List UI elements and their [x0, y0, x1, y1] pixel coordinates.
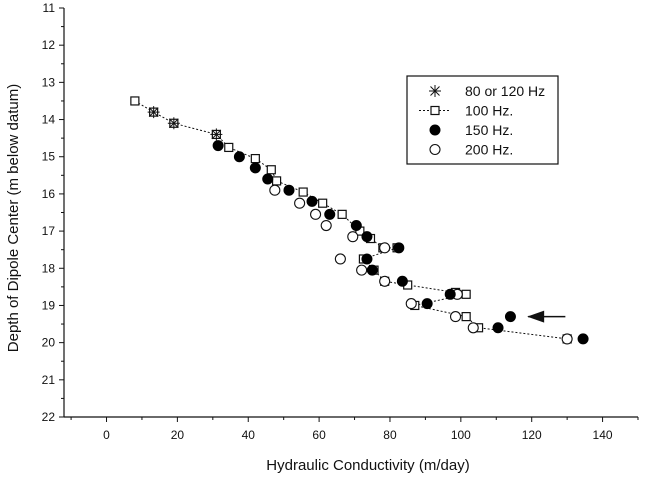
data-point — [310, 208, 322, 220]
annotation-layer — [527, 310, 566, 323]
legend-label-100-hz: 100 Hz. — [465, 103, 513, 119]
data-point — [347, 231, 359, 243]
x-axis-title: Hydraulic Conductivity (m/day) — [266, 457, 469, 474]
data-point — [210, 128, 223, 141]
data-point — [262, 173, 274, 185]
data-point — [361, 231, 373, 243]
data-point — [361, 253, 373, 265]
series-200-hz — [269, 184, 573, 345]
x-tick-label: 40 — [242, 428, 256, 442]
x-tick-label: 140 — [593, 428, 613, 442]
legend-label-80-or-120-hz: 80 or 120 Hz — [465, 83, 545, 99]
axes-layer — [63, 8, 638, 418]
data-point — [318, 198, 328, 208]
x-tick-label: 80 — [383, 428, 397, 442]
legend-marker-200-hz — [429, 143, 441, 156]
data-point — [233, 151, 245, 163]
data-point — [421, 298, 433, 310]
data-point — [269, 184, 281, 196]
data-point — [294, 197, 306, 209]
data-point — [320, 219, 332, 232]
data-point — [271, 176, 282, 186]
y-tick-label: 21 — [42, 373, 56, 387]
y-tick-label: 19 — [42, 298, 56, 312]
asterisk-stroke — [211, 129, 222, 140]
data-point — [396, 275, 408, 287]
y-tick-label: 22 — [42, 410, 56, 424]
y-tick-label: 12 — [42, 38, 56, 52]
data-point — [366, 264, 378, 276]
legend-label-200-hz: 200 Hz. — [465, 142, 513, 158]
data-point — [492, 322, 504, 334]
x-tick-label: 100 — [451, 428, 471, 442]
data-point — [249, 162, 261, 174]
data-point — [283, 184, 295, 196]
data-point — [444, 288, 456, 300]
x-tick-label: 0 — [103, 428, 110, 442]
legend-marker-150-hz — [429, 124, 441, 136]
data-point — [147, 106, 160, 119]
data-point — [298, 187, 308, 197]
data-point — [393, 242, 405, 254]
y-tick-label: 16 — [42, 187, 56, 201]
data-point — [212, 140, 224, 152]
y-axis-title: Depth of Dipole Center (m below datum) — [5, 84, 22, 352]
asterisk-stroke — [168, 118, 179, 129]
data-point — [250, 153, 260, 164]
ticks-layer: 0 20 40 60 80 100 120 140 11 12 13 14 15 16 17 18 19 20 21… — [42, 1, 639, 442]
y-tick-label: 18 — [42, 261, 56, 275]
y-tick-label: 13 — [42, 75, 56, 89]
x-tick-label: 20 — [171, 428, 185, 442]
series-layer — [130, 96, 589, 345]
data-point — [561, 333, 573, 345]
x-tick-label: 120 — [522, 428, 542, 442]
data-point — [130, 96, 140, 106]
legend-marker-80-or-120-hz — [429, 85, 441, 97]
data-point — [167, 117, 180, 130]
data-point — [467, 322, 479, 334]
data-point — [461, 289, 471, 299]
y-tick-label: 11 — [43, 1, 56, 15]
data-point — [334, 253, 346, 265]
annotation-arrow-head — [527, 310, 545, 323]
y-tick-label: 14 — [42, 113, 56, 127]
series-150-hz — [212, 140, 589, 345]
legend-layer: 80 or 120 Hz 100 Hz. 150 Hz. 200 Hz. — [406, 75, 559, 165]
data-point — [504, 311, 516, 323]
data-point — [337, 209, 347, 219]
data-point — [379, 242, 391, 254]
data-point — [461, 312, 471, 322]
x-tick-label: 60 — [312, 428, 326, 442]
data-point — [379, 275, 391, 287]
asterisk-stroke — [430, 86, 440, 96]
data-point — [350, 220, 362, 232]
data-point — [449, 311, 462, 323]
data-point — [306, 195, 318, 207]
y-tick-label: 20 — [42, 336, 56, 350]
y-tick-label: 15 — [42, 150, 56, 164]
data-point — [405, 298, 417, 310]
data-point — [324, 208, 336, 220]
data-point — [224, 142, 234, 153]
data-point — [577, 333, 589, 345]
legend-label-150-hz: 150 Hz. — [465, 122, 513, 138]
data-point — [266, 165, 276, 175]
y-tick-label: 17 — [42, 224, 56, 238]
series-80-or-120-hz — [147, 106, 223, 141]
data-point — [356, 264, 368, 276]
asterisk-stroke — [148, 107, 159, 117]
legend-marker-100-hz — [430, 105, 440, 116]
